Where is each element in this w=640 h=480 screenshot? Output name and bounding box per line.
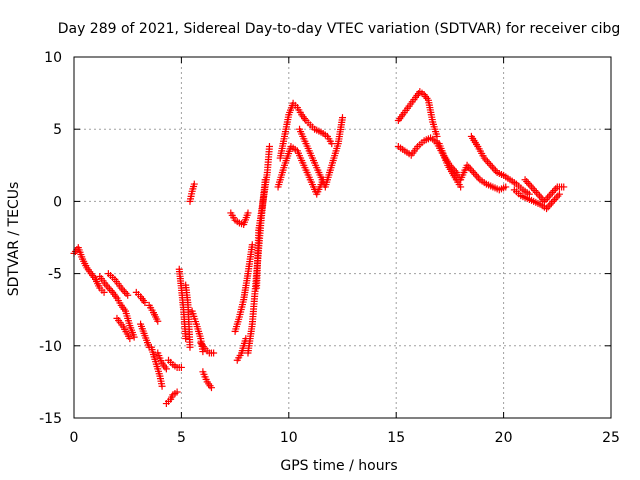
y-tick-label: 0 [53,194,62,210]
data-point [173,388,181,396]
x-tick-label: 10 [280,430,298,446]
data-point [242,335,250,343]
tick-labels: 0 5 10 15 20 25 -15 -10 -5 0 5 10 [39,50,620,446]
data-point [158,382,166,390]
y-tick-label: -10 [39,339,62,355]
data-point [502,183,510,191]
x-tick-label: 0 [70,430,79,446]
x-tick-label: 25 [602,430,620,446]
data-point [248,241,256,249]
data-point [457,183,465,191]
data-point [555,190,563,198]
y-tick-label: 5 [53,122,62,138]
data-point [100,288,108,296]
y-tick-label: -5 [48,267,62,283]
x-tick-label: 15 [387,430,405,446]
data-point [328,140,336,148]
data-point [265,143,273,151]
data-point [182,335,190,343]
y-tick-label: 10 [44,50,62,66]
data-point [162,365,170,373]
data-point [130,333,138,341]
data-point [154,317,162,325]
x-tick-label: 20 [495,430,513,446]
x-axis-label: GPS time / hours [280,458,397,474]
y-axis-label: SDTVAR / TECUs [6,182,22,297]
data-point [210,349,218,357]
data-point [244,209,252,217]
data-point [560,183,568,191]
data-points [70,88,568,408]
chart-title: Day 289 of 2021, Sidereal Day-to-day VTE… [58,21,621,37]
data-point [141,298,149,306]
data-point [261,176,269,184]
y-tick-label: -15 [39,411,62,427]
data-point [190,180,198,188]
data-point [126,335,134,343]
data-point [339,114,346,122]
data-point [177,363,185,371]
data-point [124,291,132,299]
data-point [207,384,215,392]
data-point [186,343,194,351]
plot-frame [73,56,612,419]
x-tick-label: 5 [177,430,186,446]
